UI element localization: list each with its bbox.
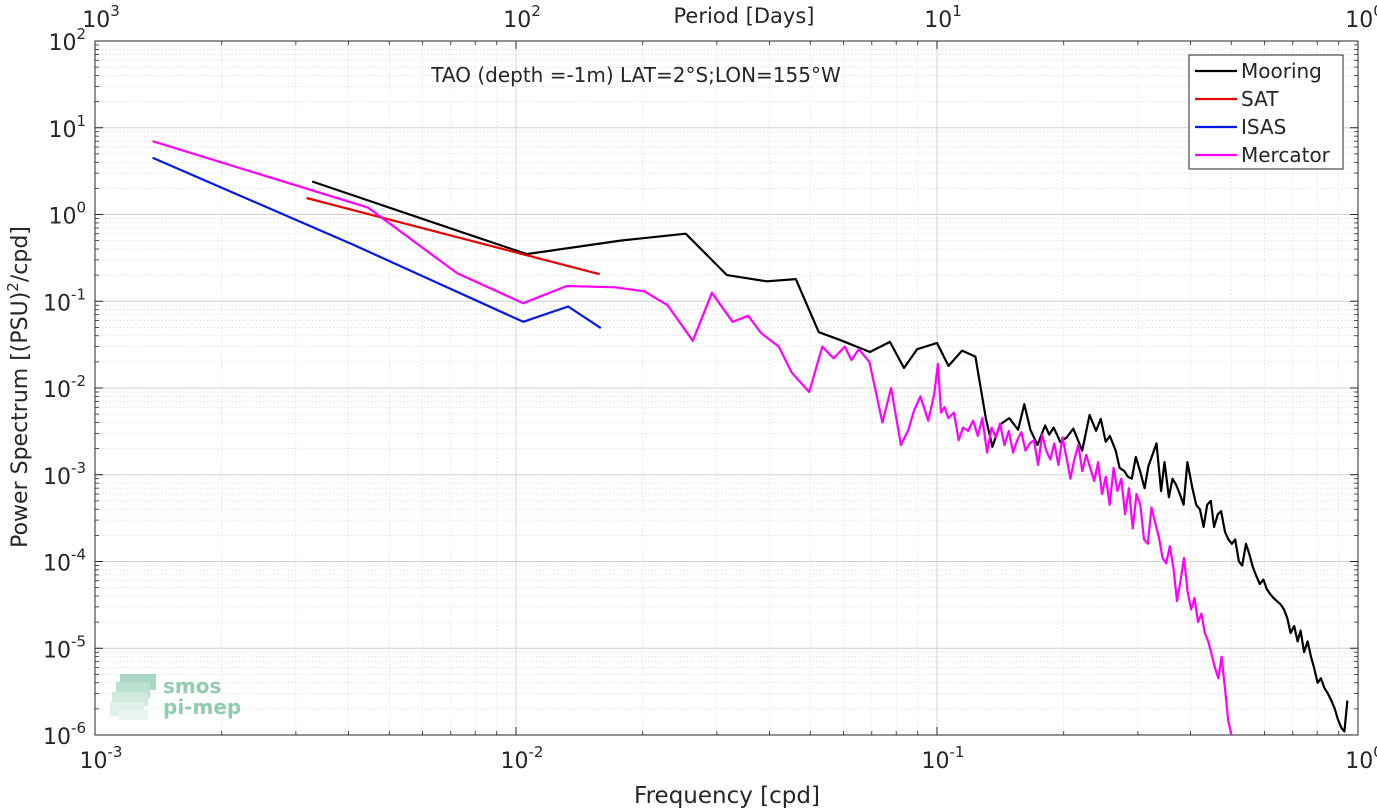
x-tick-label: 10-2 <box>501 743 544 774</box>
series-layer <box>152 140 1349 736</box>
y-tick-label: 10-5 <box>43 632 86 663</box>
watermark-line2: pi-mep <box>163 695 241 719</box>
chart-title: TAO (depth =-1m) LAT=2°S;LON=155°W <box>430 63 841 87</box>
legend-label-sat: SAT <box>1241 87 1279 111</box>
watermark-line1: smos <box>163 674 221 698</box>
major-grid <box>94 40 1359 736</box>
y-tick-label: 10-2 <box>43 372 86 403</box>
smos-logo-icon <box>110 674 156 720</box>
y-tick-labels: 102 101 100 10-1 10-2 10-3 10-4 10-5 10-6 <box>43 25 86 750</box>
y-axis-label-tail: /cpd] <box>8 226 33 282</box>
y-axis-label: Power Spectrum [(PSU)2/cpd] <box>4 226 33 548</box>
x-axis-label: Frequency [cpd] <box>634 783 820 809</box>
top-tick-label: 102 <box>503 2 541 33</box>
x-tick-label: 100 <box>1345 743 1377 774</box>
legend-label-mooring: Mooring <box>1241 59 1322 83</box>
x-tick-labels: 10-3 10-2 10-1 100 <box>80 743 1377 774</box>
legend-label-mercator: Mercator <box>1241 143 1331 167</box>
series-line-isas <box>152 156 602 330</box>
series-line-sat <box>306 196 600 276</box>
top-tick-label: 103 <box>82 2 120 33</box>
top-axis-label: Period [Days] <box>674 4 815 28</box>
series-line-mercator <box>152 140 1233 736</box>
y-axis-label-sup: 2 <box>4 282 22 292</box>
y-tick-label: 10-4 <box>43 546 86 577</box>
series-line-mooring <box>311 180 1349 733</box>
top-tick-labels: 103 102 101 100 <box>82 2 1377 33</box>
y-axis-label-main: Power Spectrum [(PSU) <box>8 292 33 548</box>
y-tick-label: 102 <box>48 25 86 56</box>
legend: Mooring SAT ISAS Mercator <box>1188 54 1344 170</box>
top-tick-label: 100 <box>1345 2 1377 33</box>
legend-box <box>1188 54 1344 170</box>
y-tick-label: 100 <box>48 199 86 230</box>
x-tick-label: 10-1 <box>922 743 965 774</box>
x-tick-label: 10-3 <box>80 743 123 774</box>
y-tick-label: 10-1 <box>43 285 86 316</box>
y-tick-label: 101 <box>48 112 86 143</box>
smos-pi-mep-watermark: smos pi-mep <box>110 674 241 720</box>
y-tick-label: 10-3 <box>43 459 86 490</box>
legend-label-isas: ISAS <box>1241 115 1286 139</box>
y-tick-label: 10-6 <box>43 719 86 750</box>
top-tick-label: 101 <box>924 2 962 33</box>
